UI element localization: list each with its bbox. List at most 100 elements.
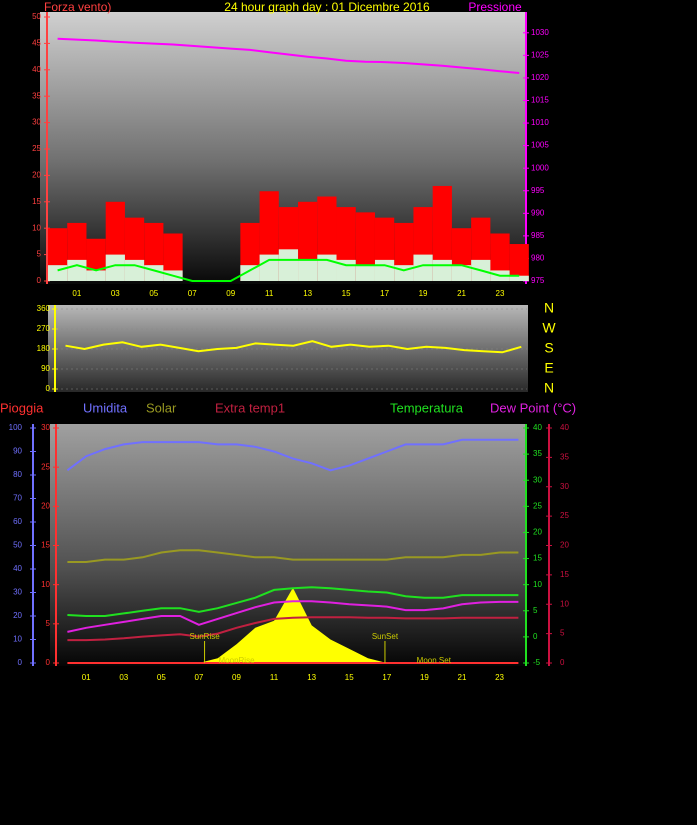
x-tick-label: 23: [495, 673, 504, 682]
y-tick-label: 985: [531, 231, 545, 240]
annotation: MoonRise: [219, 656, 256, 665]
y-tick-label: 10: [41, 580, 50, 589]
y-tick-label: 980: [531, 254, 545, 263]
y-tick-label: 360: [37, 304, 51, 313]
bar: [240, 265, 260, 281]
y-tick-label: 15: [32, 197, 41, 206]
y-tick-label: E: [544, 360, 553, 376]
y-tick-label: 25: [533, 501, 542, 510]
y-tick-label: 25: [41, 462, 50, 471]
y-tick-label: S: [544, 340, 553, 356]
y-tick-label: 40: [13, 564, 22, 573]
y-tick-label: 0: [533, 632, 538, 641]
y-tick-label: 50: [32, 12, 41, 21]
bar: [86, 270, 106, 281]
y-tick-label: 35: [533, 449, 542, 458]
area: [67, 587, 519, 663]
y-tick-label: 0: [46, 658, 51, 667]
bar: [432, 259, 452, 281]
x-tick-label: 03: [119, 673, 128, 682]
annotation: Moon Set: [417, 656, 452, 665]
line: [65, 340, 522, 354]
bar: [48, 265, 68, 281]
legend-label: Temperatura: [390, 400, 464, 415]
bar: [432, 185, 452, 281]
y-tick-label: 5: [37, 250, 42, 259]
x-tick-label: 11: [265, 289, 274, 298]
y-tick-label: N: [544, 300, 554, 316]
y-tick-label: 0: [37, 276, 42, 285]
y-tick-label: 1015: [531, 96, 549, 105]
bar: [355, 265, 375, 281]
y-tick-label: 40: [533, 423, 542, 432]
x-tick-label: 21: [457, 289, 466, 298]
y-tick-label: 180: [37, 344, 51, 353]
y-tick-label: N: [544, 380, 554, 396]
y-tick-label: 270: [37, 324, 51, 333]
y-tick-label: 30: [560, 482, 569, 491]
bar: [259, 254, 279, 281]
bar: [451, 265, 472, 281]
y-tick-label: 20: [41, 501, 50, 510]
y-tick-label: 0: [18, 658, 23, 667]
x-tick-label: 05: [157, 673, 166, 682]
y-tick-label: 30: [533, 475, 542, 484]
x-tick-label: 05: [149, 289, 158, 298]
y-tick-label: 35: [32, 91, 41, 100]
x-tick-label: 19: [419, 289, 428, 298]
y-tick-label: 10: [32, 223, 41, 232]
y-tick-label: 0: [46, 384, 51, 393]
bar: [298, 259, 318, 281]
bar: [509, 244, 529, 281]
line: [66, 438, 519, 472]
line: [67, 586, 519, 617]
y-tick-label: 80: [13, 470, 22, 479]
y-tick-label: 30: [41, 423, 50, 432]
x-tick-label: 17: [380, 289, 389, 298]
y-tick-label: 1030: [531, 28, 549, 37]
x-tick-label: 09: [232, 673, 241, 682]
bar: [355, 212, 375, 281]
y-tick-label: 20: [533, 528, 542, 537]
x-tick-label: 01: [72, 289, 81, 298]
x-tick-label: 07: [188, 289, 197, 298]
y-label: Forza vento): [44, 0, 111, 14]
line: [67, 616, 519, 642]
x-tick-label: 15: [342, 289, 351, 298]
x-tick-label: 13: [307, 673, 316, 682]
x-tick-label: 17: [382, 673, 391, 682]
line: [57, 258, 520, 282]
x-tick-label: 21: [458, 673, 467, 682]
annotation: SunSet: [372, 632, 399, 641]
legend-label: Dew Point (°C): [490, 400, 576, 415]
x-tick-label: 07: [194, 673, 203, 682]
line: [67, 600, 519, 633]
y-tick-label: 5: [560, 629, 565, 638]
bar: [374, 259, 395, 281]
y-tick-label: 15: [41, 541, 50, 550]
y-tick-label: 25: [32, 144, 41, 153]
bar: [278, 249, 299, 281]
y-tick-label: 20: [13, 611, 22, 620]
y-tick-label: 25: [560, 511, 569, 520]
y-tick-label: 10: [13, 635, 22, 644]
x-tick-label: 13: [303, 289, 312, 298]
y-tick-label: 0: [560, 658, 565, 667]
y-tick-label: 1025: [531, 50, 549, 59]
legend-label: Pioggia: [0, 400, 44, 415]
bar: [509, 275, 529, 281]
y-tick-label: 30: [13, 588, 22, 597]
bar: [105, 254, 125, 281]
y-tick-label: 45: [32, 39, 41, 48]
x-tick-label: 01: [82, 673, 91, 682]
y-tick-label: 70: [13, 494, 22, 503]
y-tick-label: W: [542, 320, 556, 336]
y-tick-label: 10: [560, 599, 569, 608]
y-tick-label: 10: [533, 580, 542, 589]
y-tick-label: 15: [533, 554, 542, 563]
bar: [490, 233, 510, 281]
line: [67, 549, 519, 563]
y-tick-label: 5: [46, 619, 51, 628]
bar: [413, 254, 433, 281]
